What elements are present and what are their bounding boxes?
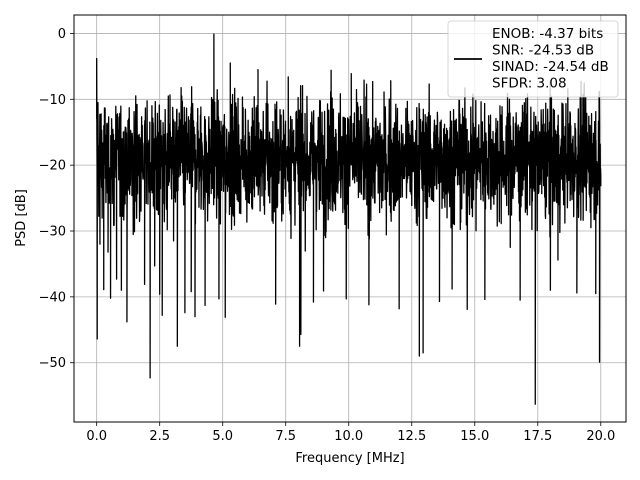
y-tick-label: −40 — [39, 290, 66, 305]
legend-entry-line: SFDR: 3.08 — [492, 76, 567, 92]
x-tick-label: 7.5 — [275, 429, 296, 444]
legend-box — [447, 20, 619, 98]
legend-entry-line: SNR: -24.53 dB — [492, 43, 594, 59]
y-axis-ticks: 0 −10 −20 −30 −40 −50 — [39, 27, 74, 371]
x-axis-ticks: 0.0 2.5 5.0 7.5 10.0 12.5 15.0 17.5 20.0 — [86, 422, 615, 444]
x-tick-label: 20.0 — [586, 429, 615, 444]
x-tick-label: 0.0 — [86, 429, 107, 444]
y-tick-label: −30 — [39, 225, 66, 240]
x-axis-label: Frequency [MHz] — [295, 451, 404, 466]
legend-entry-line: ENOB: -4.37 bits — [492, 26, 603, 42]
x-tick-label: 10.0 — [334, 429, 363, 444]
x-tick-label: 15.0 — [460, 429, 489, 444]
x-tick-label: 2.5 — [149, 429, 170, 444]
x-tick-label: 12.5 — [397, 429, 426, 444]
x-tick-label: 5.0 — [212, 429, 233, 444]
y-axis-label: PSD [dB] — [14, 189, 29, 247]
psd-series-line — [96, 33, 602, 405]
plot-frame — [73, 14, 627, 423]
y-tick-label: −50 — [39, 356, 66, 371]
y-tick-label: 0 — [58, 27, 66, 42]
psd-trace — [96, 33, 602, 405]
y-tick-label: −10 — [39, 93, 66, 108]
x-tick-label: 17.5 — [523, 429, 552, 444]
legend-entry-line: SINAD: -24.54 dB — [492, 59, 609, 75]
y-tick-label: −20 — [39, 159, 66, 174]
